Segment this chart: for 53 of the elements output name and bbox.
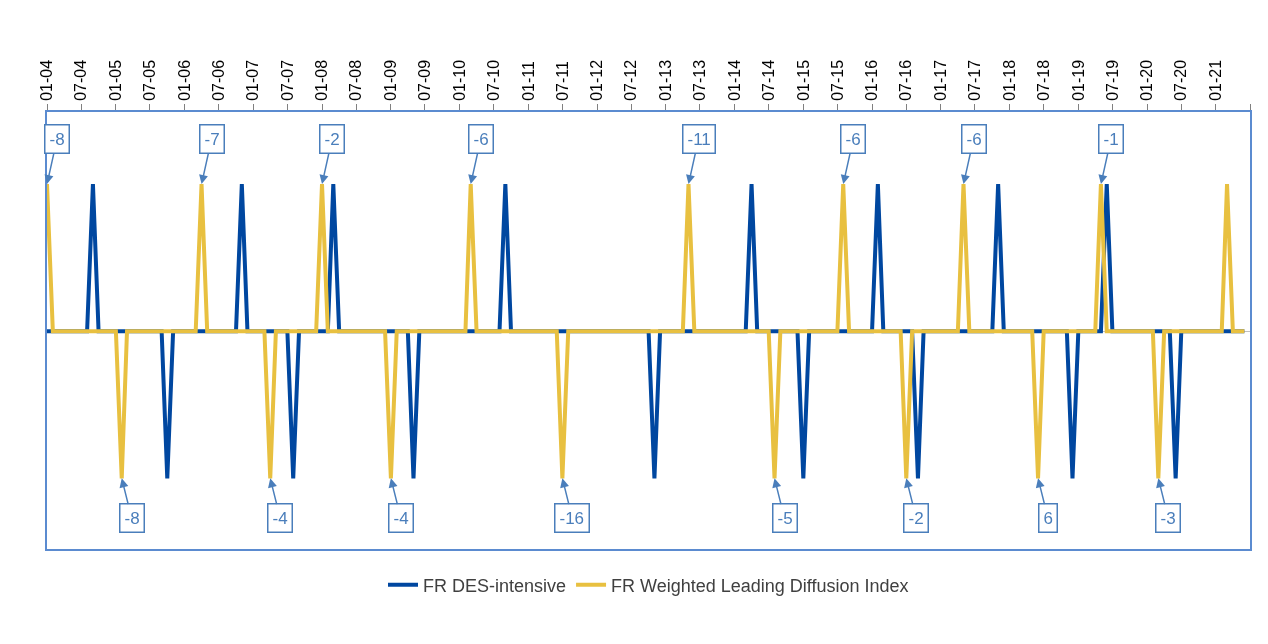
x-tick-label: 01-05	[107, 59, 125, 101]
x-tick-label: 01-18	[1000, 59, 1018, 101]
x-tick-label: 07-05	[141, 59, 159, 101]
x-tick-label: 07-12	[622, 59, 640, 101]
x-tick-label: 01-17	[932, 59, 950, 101]
annotation: -3	[1160, 508, 1176, 528]
x-tick-label: 01-19	[1069, 59, 1087, 101]
annotation: -6	[966, 129, 982, 149]
annotation: -4	[272, 508, 288, 528]
annotation: -4	[393, 508, 409, 528]
x-tick-label: 01-09	[382, 59, 400, 101]
x-tick-label: 01-10	[450, 59, 468, 101]
x-tick-label: 01-13	[657, 59, 675, 101]
annotation: -2	[324, 129, 340, 149]
x-tick-label: 07-06	[209, 59, 227, 101]
x-tick-label: 07-16	[897, 59, 915, 101]
x-tick-label: 07-07	[278, 59, 296, 101]
annotation: -6	[845, 129, 861, 149]
legend-label: FR Weighted Leading Diffusion Index	[611, 575, 909, 596]
annotation: -7	[204, 129, 220, 149]
x-tick-label: 07-15	[828, 59, 846, 101]
x-tick-label: 07-18	[1034, 59, 1052, 101]
x-tick-label: 01-20	[1138, 59, 1156, 101]
annotation: -5	[777, 508, 793, 528]
x-tick-label: 01-12	[588, 59, 606, 101]
x-tick-label: 01-21	[1207, 59, 1225, 101]
x-tick-label: 01-11	[519, 60, 537, 101]
legend-label: FR DES-intensive	[423, 575, 567, 596]
x-tick-label: 07-20	[1172, 59, 1190, 101]
x-tick-label: 01-15	[794, 59, 812, 101]
x-tick-label: 07-17	[966, 59, 984, 101]
x-tick-label: 01-08	[313, 59, 331, 101]
x-tick-label: 07-10	[484, 59, 502, 101]
x-tick-label: 01-04	[38, 59, 56, 101]
x-tick-label: 07-13	[691, 59, 709, 101]
x-tick-label: 07-14	[759, 59, 777, 101]
annotation: -11	[687, 129, 711, 149]
x-tick-label: 07-11	[553, 60, 571, 101]
x-tick-label: 01-16	[863, 59, 881, 101]
x-tick-label: 01-14	[725, 59, 743, 101]
x-tick-label: 01-06	[175, 59, 193, 101]
x-tick-label: 07-04	[72, 59, 90, 101]
annotation: -6	[473, 129, 489, 149]
annotation: -8	[124, 508, 140, 528]
annotation: -1	[1103, 129, 1119, 149]
x-tick-label: 07-19	[1103, 59, 1121, 101]
x-tick-label: 07-09	[416, 59, 434, 101]
annotation: -2	[908, 508, 924, 528]
annotation: -16	[559, 508, 585, 528]
x-tick-label: 01-07	[244, 59, 262, 101]
annotation: -8	[49, 129, 65, 149]
annotation: 6	[1043, 508, 1053, 528]
x-tick-label: 07-08	[347, 59, 365, 101]
